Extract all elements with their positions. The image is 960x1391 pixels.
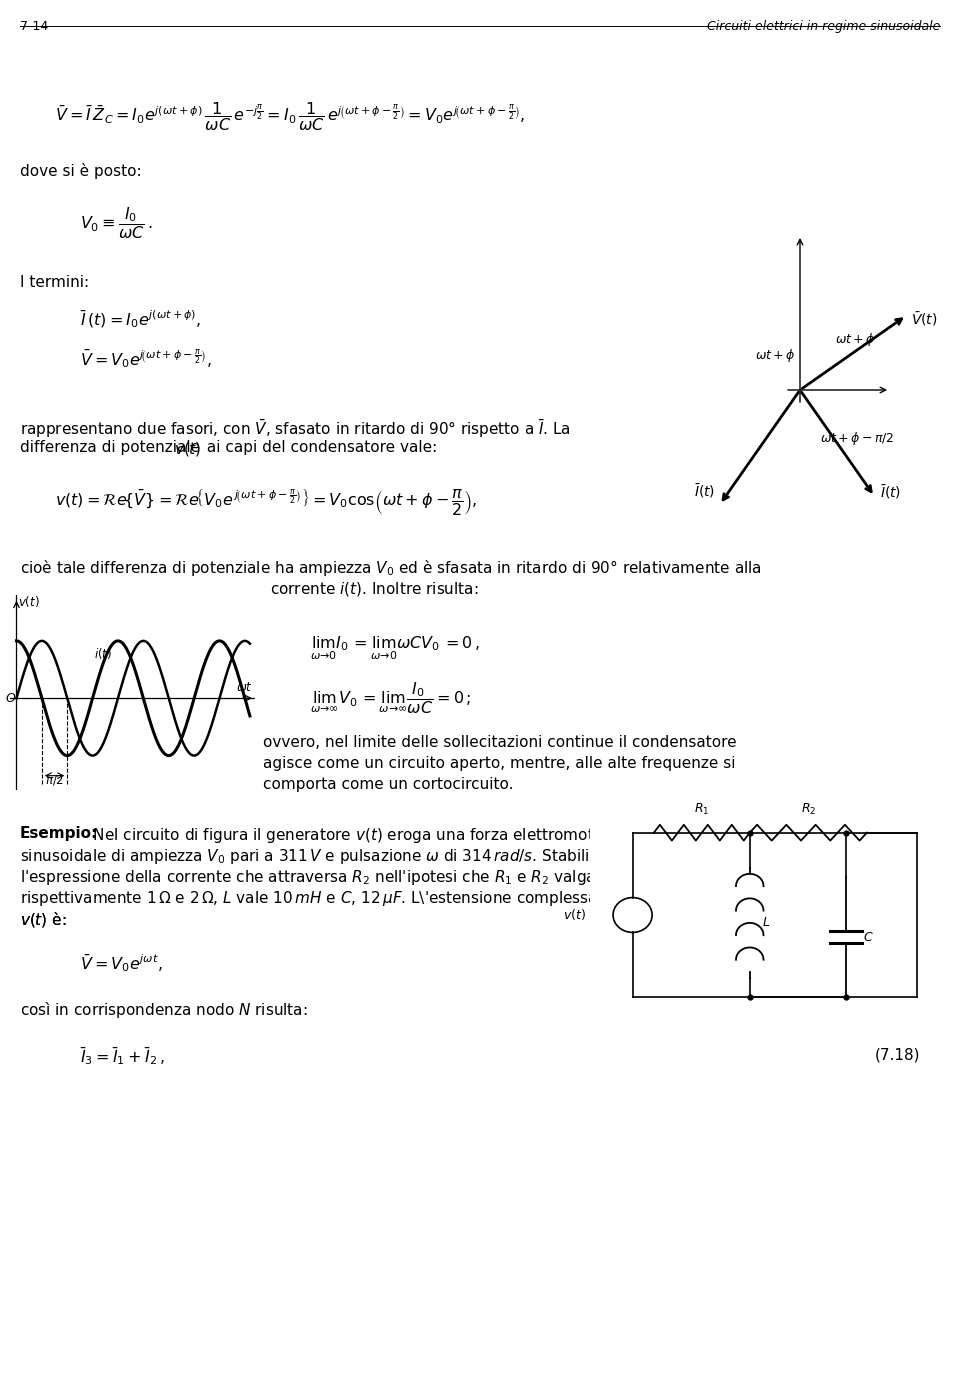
Text: $O$: $O$ bbox=[5, 691, 16, 705]
Text: $\bar{V}(t)$: $\bar{V}(t)$ bbox=[911, 310, 938, 328]
Text: $V_0 \equiv \dfrac{I_0}{\omega C}\,.$: $V_0 \equiv \dfrac{I_0}{\omega C}\,.$ bbox=[80, 204, 153, 241]
Text: $v(t) = \mathcal{R}e\!\left\{\bar{V}\right\} = \mathcal{R}e\!\left\{V_0 e^{\,j\!: $v(t) = \mathcal{R}e\!\left\{\bar{V}\rig… bbox=[55, 488, 477, 519]
Text: $R_2$: $R_2$ bbox=[801, 801, 816, 817]
Text: $i(t)$: $i(t)$ bbox=[94, 645, 112, 661]
Text: $v(t)$ è:: $v(t)$ è: bbox=[20, 910, 66, 929]
Text: $\bar{I}(t)$: $\bar{I}(t)$ bbox=[693, 481, 714, 499]
Text: $\omega t$: $\omega t$ bbox=[235, 680, 252, 694]
Text: Circuiti elettrici in regime sinusoidale: Circuiti elettrici in regime sinusoidale bbox=[707, 19, 940, 33]
Text: (7.18): (7.18) bbox=[875, 1047, 920, 1063]
Text: 7-14: 7-14 bbox=[20, 19, 48, 33]
Text: $v(t)$ è:: $v(t)$ è: bbox=[20, 910, 66, 929]
Text: così in corrispondenza nodo $N$ risulta:: così in corrispondenza nodo $N$ risulta: bbox=[20, 1000, 308, 1020]
Text: ai capi del condensatore vale:: ai capi del condensatore vale: bbox=[202, 440, 437, 455]
Text: $\bar{I}\,(t) = I_0 e^{j(\omega t+\phi)},$: $\bar{I}\,(t) = I_0 e^{j(\omega t+\phi)}… bbox=[80, 307, 202, 330]
Text: $\lim_{\omega \to 0} I_0 = \lim_{\omega \to 0} \omega C V_0 = 0\,,$: $\lim_{\omega \to 0} I_0 = \lim_{\omega … bbox=[310, 636, 480, 662]
Text: agisce come un circuito aperto, mentre, alle alte frequenze si: agisce come un circuito aperto, mentre, … bbox=[263, 755, 735, 771]
Text: I termini:: I termini: bbox=[20, 275, 89, 289]
Text: $\omega t + \phi - \pi/2$: $\omega t + \phi - \pi/2$ bbox=[820, 430, 894, 447]
Text: differenza di potenziale: differenza di potenziale bbox=[20, 440, 205, 455]
Text: $v(t)$: $v(t)$ bbox=[174, 440, 202, 458]
Text: corrente $i(t)$. Inoltre risulta:: corrente $i(t)$. Inoltre risulta: bbox=[270, 580, 479, 598]
Text: $R_1$: $R_1$ bbox=[694, 801, 709, 817]
Text: $\pi/2$: $\pi/2$ bbox=[45, 773, 64, 787]
Text: dove si è posto:: dove si è posto: bbox=[20, 163, 142, 179]
Text: $\bar{V} = V_0 e^{j\omega t},$: $\bar{V} = V_0 e^{j\omega t},$ bbox=[80, 951, 162, 974]
Text: $\bar{V} = V_0 e^{j\!\left(\omega t+\phi-\frac{\pi}{2}\right)},$: $\bar{V} = V_0 e^{j\!\left(\omega t+\phi… bbox=[80, 348, 212, 371]
Text: $\omega t + \phi$: $\omega t + \phi$ bbox=[835, 331, 876, 349]
Text: $\bar{V} = \bar{I}\,\bar{Z}_C = I_0 e^{j(\omega t+\phi)}\,\dfrac{1}{\omega C}\,e: $\bar{V} = \bar{I}\,\bar{Z}_C = I_0 e^{j… bbox=[55, 100, 525, 134]
Text: rappresentano due fasori, con $\bar{V}$, sfasato in ritardo di 90° rispetto a $\: rappresentano due fasori, con $\bar{V}$,… bbox=[20, 419, 571, 440]
Text: $\bar{I}(t)$: $\bar{I}(t)$ bbox=[879, 484, 900, 502]
Text: $v(t)$: $v(t)$ bbox=[18, 594, 39, 609]
Text: cioè tale differenza di potenziale ha ampiezza $V_0$ ed è sfasata in ritardo di : cioè tale differenza di potenziale ha am… bbox=[20, 558, 762, 579]
Text: ovvero, nel limite delle sollecitazioni continue il condensatore: ovvero, nel limite delle sollecitazioni … bbox=[263, 734, 736, 750]
Text: $L$: $L$ bbox=[762, 917, 770, 929]
Text: $\omega t + \phi$: $\omega t + \phi$ bbox=[755, 346, 796, 363]
Text: rispettivamente $1\,\Omega$ e $2\,\Omega$, $L$ vale $10\,mH$ e $C$, $12\,\mu F$.: rispettivamente $1\,\Omega$ e $2\,\Omega… bbox=[20, 889, 616, 908]
Text: l'espressione della corrente che attraversa $R_2$ nell'ipotesi che $R_1$ e $R_2$: l'espressione della corrente che attrave… bbox=[20, 868, 615, 887]
Text: comporta come un cortocircuito.: comporta come un cortocircuito. bbox=[263, 778, 514, 791]
Text: sinusoidale di ampiezza $V_0$ pari a $311\,V$ e pulsazione $\omega$ di $314\,rad: sinusoidale di ampiezza $V_0$ pari a $31… bbox=[20, 847, 624, 867]
Text: $C$: $C$ bbox=[863, 931, 874, 943]
Text: Nel circuito di figura il generatore $v(t)$ eroga una forza elettromotrice: Nel circuito di figura il generatore $v(… bbox=[88, 826, 623, 844]
Text: Esempio:: Esempio: bbox=[20, 826, 98, 842]
Text: $v(t)$: $v(t)$ bbox=[564, 907, 587, 922]
Text: $\bar{I}_3 = \bar{I}_1 + \bar{I}_2\,,$: $\bar{I}_3 = \bar{I}_1 + \bar{I}_2\,,$ bbox=[80, 1045, 165, 1067]
Text: $\lim_{\omega \to \infty} V_0 = \lim_{\omega \to \infty} \dfrac{I_0}{\omega C} =: $\lim_{\omega \to \infty} V_0 = \lim_{\o… bbox=[310, 680, 471, 716]
